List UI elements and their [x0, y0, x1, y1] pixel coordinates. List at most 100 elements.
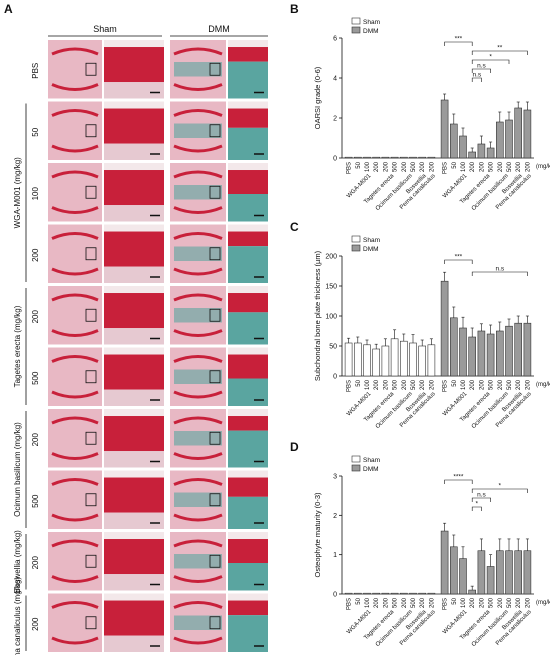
x-tick-label: 200: [374, 379, 380, 390]
femur-surface: [51, 539, 99, 548]
subchondral-layer: [104, 512, 164, 529]
x-tick-label: 200: [383, 597, 389, 608]
joint-space: [174, 308, 222, 323]
x-tick-label: 200: [402, 379, 408, 390]
chart-oarsi: 0 2 4 6 OARSI grade (0-6) Sham DMM PBS 50 100 200 2…: [298, 10, 550, 215]
tibia-surface: [173, 452, 223, 460]
legend-swatch: [351, 26, 361, 34]
x-tick-label: 200: [420, 161, 426, 172]
subchondral-layer: [104, 574, 164, 591]
femur-surface: [173, 170, 223, 179]
zoom-box: [209, 247, 221, 261]
x-tick-label: 100: [461, 597, 467, 608]
bar: [514, 107, 522, 159]
bar: [400, 340, 408, 377]
micrograph: [170, 101, 226, 160]
zoom-box: [85, 185, 97, 199]
histology-panel: Sham DMM PBS 50 100 200 200 500 200 500 200 200 WGA-…: [0, 0, 270, 655]
legend-swatch: [351, 17, 361, 25]
joint-space: [174, 246, 222, 261]
legend-swatch: [351, 235, 361, 243]
y-axis-label: Subchondral bone plate thickness (µm): [313, 250, 322, 381]
bar: [514, 550, 522, 595]
micrograph: [170, 470, 226, 529]
y-tick-label: 50: [329, 344, 337, 351]
subchondral-layer: [104, 82, 164, 99]
row-dose-label: 200: [31, 556, 40, 570]
micrograph: [48, 409, 102, 468]
row-dose-label: 200: [31, 248, 40, 262]
x-tick-label: 200: [429, 597, 435, 608]
joint-space: [174, 492, 222, 507]
bar: [354, 342, 362, 377]
row-dose-label: 500: [31, 494, 40, 508]
significance-bracket: [444, 259, 473, 264]
bar: [427, 156, 436, 159]
legend-label: Sham: [363, 457, 380, 464]
x-tick-label: 50: [452, 161, 458, 168]
x-tick-label: 200: [525, 379, 531, 390]
x-tick-label: 50: [356, 379, 362, 386]
subchondral-layer: [104, 635, 164, 652]
x-tick-label: 200: [516, 161, 522, 172]
x-tick-label: 500: [393, 597, 399, 608]
significance-bracket: [471, 68, 491, 73]
bar: [505, 550, 513, 595]
x-tick-label: 200: [479, 161, 485, 172]
bar: [354, 156, 362, 159]
cartilage-layer: [228, 47, 268, 62]
bar: [427, 344, 436, 377]
bar: [505, 119, 513, 159]
significance-label: n.s: [477, 492, 486, 499]
significance-label: n.s: [477, 63, 486, 70]
micrograph: [170, 40, 226, 99]
x-tick-label: 200: [516, 379, 522, 390]
significance-label: ***: [455, 36, 463, 43]
bar: [381, 345, 390, 377]
x-tick-label: 200: [479, 597, 485, 608]
micrograph: [48, 470, 102, 529]
subchondral-layer: [104, 389, 164, 406]
micrograph: [48, 532, 102, 591]
row-dose-label: PBS: [31, 63, 40, 79]
joint-space: [174, 62, 222, 77]
group-label: Boswellia (mg/kg): [13, 530, 22, 593]
histology-grid: Sham DMM PBS 50 100 200 200 500 200 500 200 200 WGA-…: [13, 24, 268, 655]
x-tick-label: 500: [393, 379, 399, 390]
bar: [418, 592, 426, 595]
x-tick-label: 200: [383, 379, 389, 390]
column-header-sham: Sham: [93, 24, 117, 34]
x-tick-label: 500: [507, 379, 513, 390]
y-tick-label: 1: [333, 552, 337, 559]
x-tick-label: 200: [525, 597, 531, 608]
micrograph: [170, 409, 226, 468]
legend-label: DMM: [363, 466, 379, 473]
bar: [477, 550, 486, 595]
x-tick-label: 200: [402, 597, 408, 608]
cartilage-layer: [104, 170, 164, 206]
zoom-box: [85, 493, 97, 507]
micrograph: [228, 224, 268, 283]
x-tick-label: 50: [356, 161, 362, 168]
x-tick-label: PBS: [443, 162, 449, 174]
x-tick-label: 200: [498, 161, 504, 172]
femur-surface: [51, 416, 99, 425]
x-tick-label: 500: [411, 161, 417, 172]
bar: [477, 143, 486, 159]
legend-label: Sham: [363, 237, 380, 244]
significance-bracket: [444, 479, 473, 484]
tibia-surface: [173, 329, 223, 337]
bar: [381, 156, 390, 159]
x-tick-label: 100: [365, 597, 371, 608]
subchondral-layer: [104, 205, 164, 222]
micrograph: [104, 163, 164, 222]
zoom-box: [85, 616, 97, 630]
x-tick-label: 100: [365, 379, 371, 390]
significance-bracket: [471, 50, 528, 55]
bar: [427, 592, 436, 595]
micrograph: [104, 593, 164, 652]
micrograph: [228, 409, 268, 468]
legend-label: DMM: [363, 28, 379, 35]
x-tick-label: 200: [402, 161, 408, 172]
